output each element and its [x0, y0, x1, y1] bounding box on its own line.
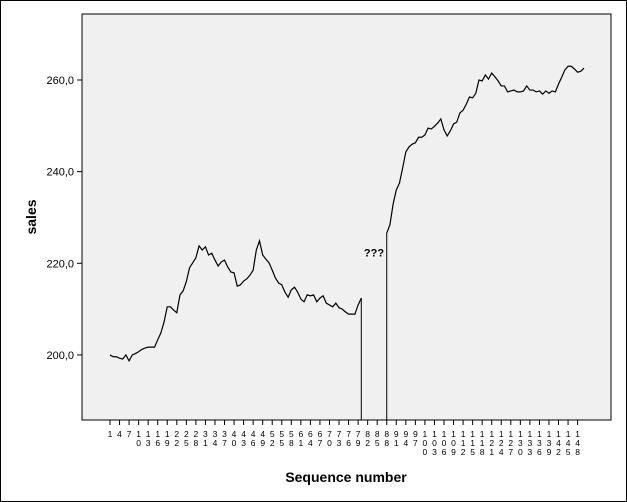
y-tick-label: 200,0	[46, 350, 74, 362]
x-tick-label: 1	[108, 429, 113, 439]
y-axis-title: sales	[23, 199, 39, 234]
x-tick-label: 4	[117, 429, 122, 439]
y-tick-label: 240,0	[46, 167, 74, 179]
y-tick-label: 260,0	[46, 75, 74, 87]
y-tick-label: 220,0	[46, 258, 74, 270]
data-line	[109, 65, 585, 363]
x-tick-label: 7	[127, 429, 132, 439]
annotation: ???	[364, 247, 384, 259]
plot-area	[81, 13, 612, 421]
x-axis-title: Sequence number	[285, 469, 407, 485]
